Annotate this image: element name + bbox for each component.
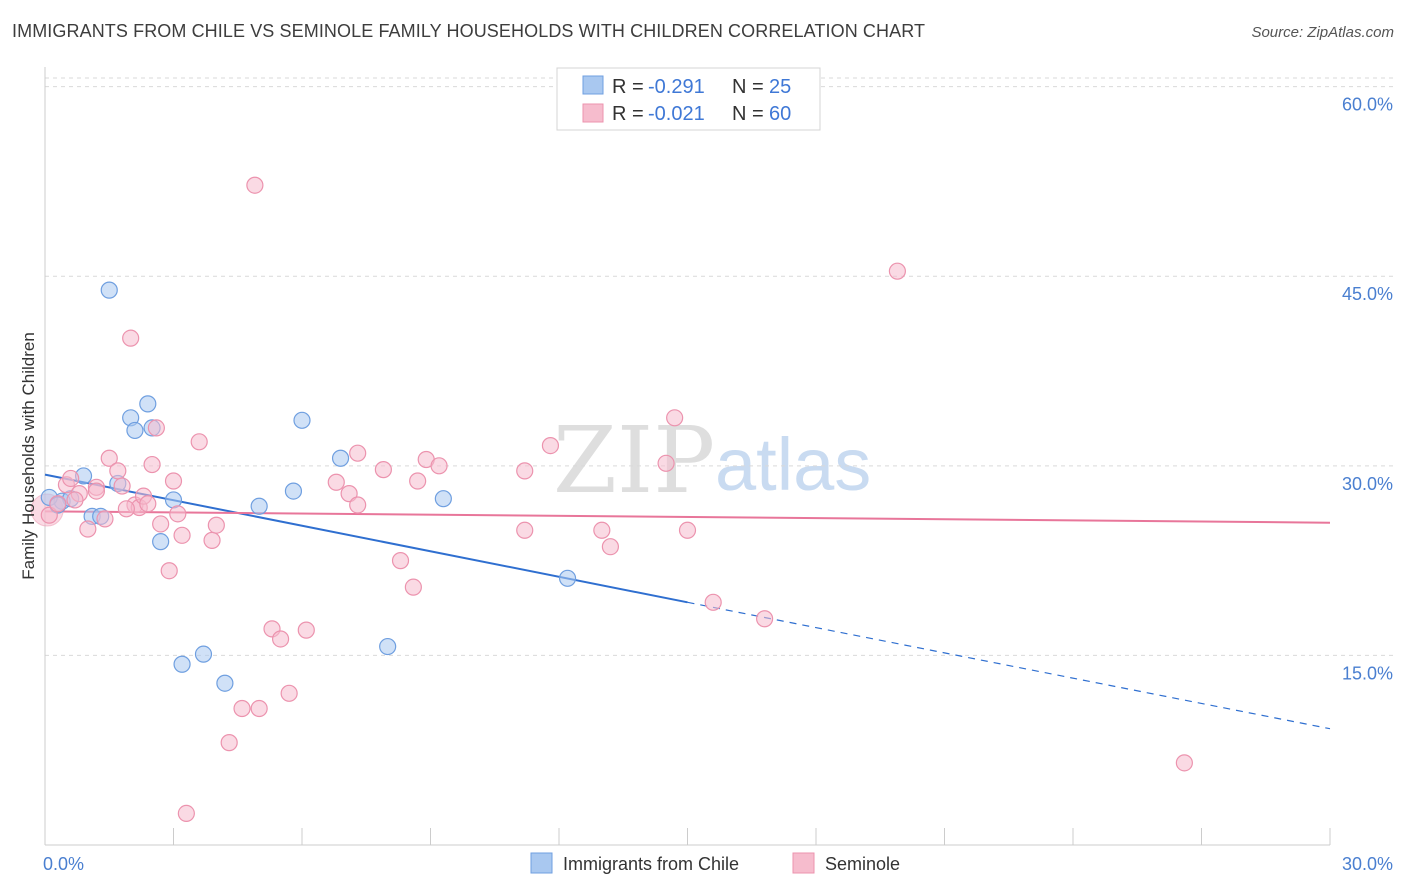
seminole-point-26 [233,699,251,718]
chile-point-15 [216,674,234,692]
chile-point-14 [194,645,213,663]
seminole-point-18 [160,562,178,580]
x-tick-label-max: 30.0% [1342,854,1393,874]
seminole-point-52 [755,610,774,628]
chile-point-21 [434,490,452,508]
x-tick-label-min: 0.0% [43,854,84,874]
legend-n-value-2: 60 [769,103,791,125]
seminole-point-38 [391,552,410,570]
seminole-point-10 [113,477,131,495]
legend-n-label-1: N = [732,76,764,98]
seminole-point-34 [340,485,358,503]
legend-item-seminole-label: Seminole [825,854,900,874]
y-axis-label: Family Households with Children [19,332,38,580]
seminole-point-27 [246,176,264,194]
legend-item-chile-swatch [530,852,553,874]
seminole-point-46 [593,521,611,539]
seminole-point-59 [117,500,135,518]
axes [44,67,1331,846]
gridlines [45,77,1393,656]
data-points [30,176,1193,823]
chile-point-11 [152,533,170,551]
seminole-point-24 [207,516,225,534]
seminole-point-33 [327,473,345,491]
seminole-point-50 [678,521,697,539]
seminole-point-17 [152,515,170,533]
chile-trend-extension [687,601,1331,730]
seminole-point-42 [430,457,448,475]
seminole-point-9 [109,462,127,480]
seminole-point-19 [164,472,183,490]
legend-r-value-1: -0.291 [648,76,705,98]
seminole-point-39 [404,578,422,596]
seminole-point-57 [66,491,84,509]
seminole-point-43 [516,462,534,480]
legend-item-seminole-swatch [792,852,815,874]
watermark-atlas: atlas [715,423,871,506]
seminole-point-0 [40,506,58,524]
y-tick-label-30: 30.0% [1342,474,1393,494]
y-tick-label-15: 15.0% [1342,663,1393,683]
chile-point-9 [139,395,157,413]
seminole-point-54 [1175,754,1193,772]
chile-point-5 [100,281,118,299]
chile-point-16 [250,497,268,515]
seminole-point-32 [297,621,315,639]
series-legend: Immigrants from Chile Seminole [530,852,900,874]
seminole-point-5 [79,520,97,538]
seminole-point-25 [220,734,238,752]
chile-point-19 [331,449,350,467]
seminole-point-36 [349,496,367,514]
seminole-point-23 [203,531,221,549]
chile-point-17 [284,482,303,500]
legend-swatch-pink [582,103,604,123]
seminole-point-51 [704,593,722,611]
seminole-point-30 [271,630,290,648]
seminole-point-22 [190,433,208,451]
seminole-point-21 [173,526,191,544]
seminole-point-28 [250,699,268,718]
seminole-point-16 [147,419,165,437]
seminole-point-44 [516,521,534,539]
chile-point-8 [126,421,144,440]
source-credit: Source: ZipAtlas.com [1251,24,1394,41]
seminole-point-1 [49,495,67,513]
seminole-point-47 [601,538,620,556]
chile-point-18 [293,411,311,429]
seminole-point-8 [100,449,118,467]
seminole-point-35 [349,444,367,462]
seminole-point-49 [657,454,675,472]
seminole-point-40 [409,472,427,490]
seminole-point-55 [177,804,195,823]
chile-point-13 [173,655,191,673]
seminole-point-31 [280,684,298,702]
legend-item-chile-label: Immigrants from Chile [563,854,739,874]
watermark-zip: ZIP [553,407,715,514]
seminole-point-20 [169,505,187,523]
seminole-point-56 [87,482,106,500]
stats-legend: R = -0.291 N = 25 R = -0.021 N = 60 [556,67,821,131]
legend-r-label-1: R = [612,76,644,98]
chart-title: IMMIGRANTS FROM CHILE VS SEMINOLE FAMILY… [12,21,926,41]
seminole-point-45 [541,436,560,455]
legend-swatch-blue [582,75,604,95]
seminole-point-15 [143,455,161,474]
legend-n-value-1: 25 [769,76,791,98]
seminole-point-11 [122,329,140,347]
tick-labels: 15.0% 30.0% 45.0% 60.0% 0.0% 30.0% [43,95,1393,874]
legend-r-value-2: -0.021 [648,103,705,125]
y-tick-label-60: 60.0% [1342,95,1393,115]
seminole-point-37 [374,461,392,479]
seminole-point-7 [96,510,114,528]
seminole-point-48 [666,409,684,427]
legend-r-label-2: R = [612,103,644,125]
y-tick-label-45: 45.0% [1342,284,1393,304]
chile-point-20 [379,637,397,656]
seminole-point-3 [62,469,80,488]
legend-n-label-2: N = [732,103,764,125]
chile-point-22 [558,569,577,587]
seminole-point-53 [888,262,906,280]
seminole-point-58 [139,495,157,513]
